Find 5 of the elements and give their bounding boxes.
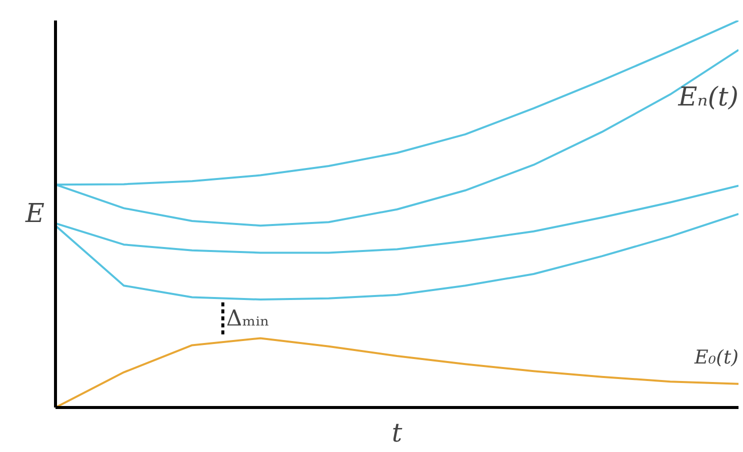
y-axis-title: E [24, 199, 45, 229]
annotation: Eₙ(t) [677, 82, 739, 113]
series-label: E₀(t) [694, 346, 739, 368]
annotation: Δₘᵢₙ [226, 306, 270, 332]
x-axis-title: t [392, 418, 403, 448]
